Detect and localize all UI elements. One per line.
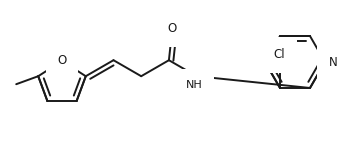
- Text: N: N: [329, 56, 337, 68]
- Text: NH: NH: [186, 80, 203, 90]
- Text: O: O: [58, 54, 67, 66]
- Text: O: O: [167, 22, 176, 35]
- Text: Cl: Cl: [273, 48, 285, 61]
